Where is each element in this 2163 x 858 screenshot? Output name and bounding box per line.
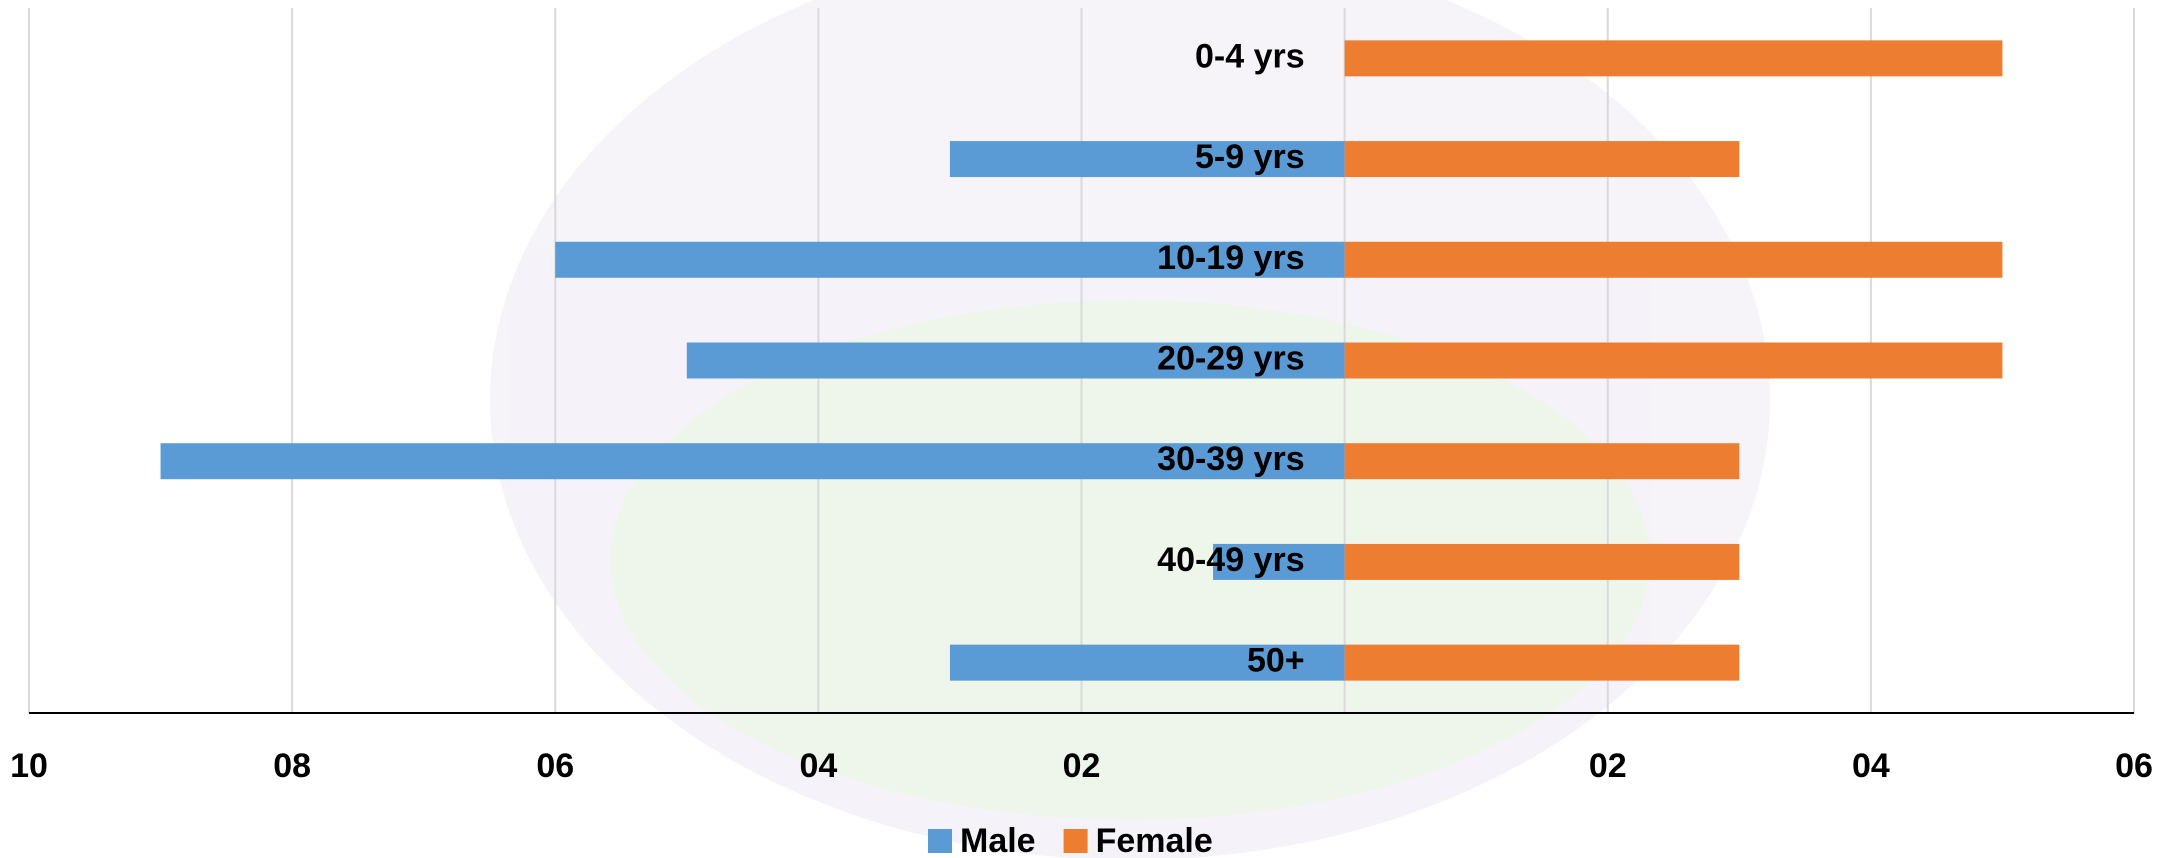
x-tick-label: 06 xyxy=(2115,747,2153,785)
bar xyxy=(1345,544,1740,580)
x-tick-label: 02 xyxy=(1589,747,1627,785)
category-label: 30-39 yrs xyxy=(1157,440,1304,478)
category-label: 20-29 yrs xyxy=(1157,339,1304,377)
legend-label: Male xyxy=(960,822,1036,858)
x-tick-label: 10 xyxy=(10,747,48,785)
category-label: 10-19 yrs xyxy=(1157,239,1304,277)
x-tick-label: 04 xyxy=(1852,747,1890,785)
category-label: 50+ xyxy=(1247,642,1305,680)
bar xyxy=(1345,343,2003,379)
background-emblem xyxy=(490,0,1770,858)
bar xyxy=(1345,141,1740,177)
x-tick-label: 04 xyxy=(799,747,837,785)
x-tick-label: 08 xyxy=(273,747,311,785)
category-label: 40-49 yrs xyxy=(1157,541,1304,579)
legend-swatch xyxy=(1064,829,1088,853)
bar xyxy=(1345,40,2003,76)
legend-swatch xyxy=(928,829,952,853)
x-tick-label: 02 xyxy=(1063,747,1101,785)
legend-label: Female xyxy=(1096,822,1213,858)
bar xyxy=(1345,242,2003,278)
category-label: 0-4 yrs xyxy=(1195,37,1305,75)
chart: 10 08 06 04 02 02 04 06 0-4 yrs 5-9 yrs 10-19 yrs 2… xyxy=(0,0,2163,858)
x-tick-label: 06 xyxy=(536,747,574,785)
bar xyxy=(1345,443,1740,479)
bar xyxy=(1345,645,1740,681)
category-label: 5-9 yrs xyxy=(1195,138,1305,176)
